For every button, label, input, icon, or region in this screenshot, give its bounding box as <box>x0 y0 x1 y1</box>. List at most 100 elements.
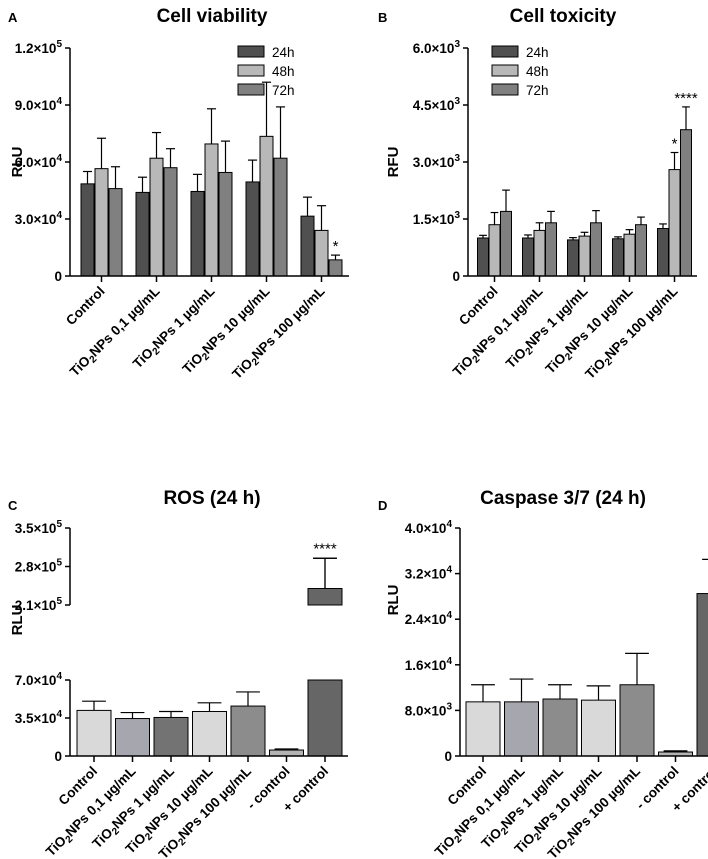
y-axis-label: RLU <box>9 147 26 178</box>
y-tick-label: 4.5×103 <box>413 96 461 113</box>
bar-48h <box>668 169 681 277</box>
category-label: Control <box>456 284 501 329</box>
chart-title: ROS (24 h) <box>163 488 260 509</box>
bar-48h <box>623 233 636 277</box>
y-tick-label: 7.0×104 <box>15 671 63 688</box>
y-tick-label: 2.4×104 <box>405 610 453 627</box>
chart-panel-d: D Caspase 3/7 (24 h) RLU 0 8.0×103 1.6×104 2.4… <box>378 488 708 859</box>
y-tick-label: 3.2×104 <box>405 565 453 582</box>
chart-title: Caspase 3/7 (24 h) <box>480 488 646 509</box>
y-axis: RLU 0 3.0×104 6.0×104 9.0×104 1.2×105 <box>9 39 71 284</box>
bar-24h <box>657 228 669 277</box>
bar-24h <box>612 238 624 277</box>
significance-marker: **** <box>674 90 698 107</box>
y-axis-label: RFU <box>385 147 402 178</box>
y-tick-label: 8.0×103 <box>405 701 453 718</box>
bar-24h <box>567 239 579 277</box>
legend: 24h 48h 72h <box>237 45 295 98</box>
legend-swatch <box>491 64 519 77</box>
panel-letter: B <box>378 10 387 25</box>
y-axis: RLU 0 8.0×103 1.6×104 2.4×104 3.2×104 4.0×104 <box>385 519 461 764</box>
bar <box>153 716 189 757</box>
y-tick-label: 3.5×105 <box>15 519 63 536</box>
bar-72h <box>218 171 233 277</box>
bar-72h <box>680 129 692 277</box>
chart-panel-a: A Cell viability RLU 0 3.0×104 6.0×104 9.0×104… <box>8 6 349 385</box>
bars <box>76 557 344 757</box>
y-tick-label: 6.0×104 <box>15 153 63 170</box>
category-label: TiO2NPs 100 µg/mL <box>229 284 330 385</box>
y-tick-label: 1.6×104 <box>405 656 453 673</box>
y-axis-label: RLU <box>385 585 402 616</box>
legend-label: 48h <box>526 64 549 79</box>
bars <box>465 558 708 757</box>
bar-24h <box>300 215 315 277</box>
y-tick-label: 2.8×105 <box>15 558 63 575</box>
category-label: TiO2NPs 100 µg/mL <box>582 284 683 385</box>
y-tick-label: 1.2×105 <box>15 39 63 56</box>
panel-letter: D <box>378 498 387 513</box>
bar <box>619 684 655 757</box>
significance-marker: * <box>672 136 678 153</box>
bar-24h <box>245 181 260 277</box>
legend-label: 48h <box>272 64 295 79</box>
y-tick-label: 0 <box>452 269 460 284</box>
bar <box>192 710 227 757</box>
legend-label: 24h <box>272 45 295 60</box>
bar <box>269 749 304 757</box>
y-axis: RLU 0 3.5×104 7.0×104 2.1×105 2.8×105 3.5×105 <box>9 519 71 764</box>
bar-72h <box>163 167 178 277</box>
legend: 24h 48h 72h <box>491 45 549 98</box>
bar <box>581 699 616 757</box>
y-tick-label: 9.0×104 <box>15 96 63 113</box>
bar-72h <box>328 259 343 277</box>
panel-letter: A <box>8 10 18 25</box>
bar-72h <box>273 157 288 277</box>
bar-lower-segment <box>307 679 343 757</box>
bar-upper-segment <box>307 588 343 606</box>
bar-48h <box>488 224 501 277</box>
y-tick-label: 4.0×104 <box>405 519 453 536</box>
y-axis: RFU 0 1.5×103 3.0×103 4.5×103 6.0×103 <box>385 39 469 284</box>
bar-72h <box>108 188 123 277</box>
bar <box>542 698 578 757</box>
legend-label: 72h <box>272 83 295 98</box>
y-axis-label: RLU <box>9 605 26 636</box>
y-tick-label: 0 <box>54 749 62 764</box>
y-tick-label: 0 <box>444 749 452 764</box>
panel-letter: C <box>8 498 18 513</box>
legend-swatch <box>237 45 265 58</box>
chart-panel-b: B Cell toxicity RFU 0 1.5×103 3.0×103 4.5×103 6… <box>378 6 698 385</box>
bar-48h <box>149 157 164 277</box>
y-tick-label: 0 <box>54 269 62 284</box>
legend-swatch <box>237 64 265 77</box>
bars <box>80 81 343 277</box>
legend-label: 24h <box>526 45 549 60</box>
category-label: Control <box>63 284 108 329</box>
legend-swatch <box>491 45 519 58</box>
bar <box>76 709 112 757</box>
bar <box>504 701 539 757</box>
bar-24h <box>477 237 489 277</box>
bar-72h <box>500 210 512 277</box>
significance-marker: **** <box>313 540 337 557</box>
bar-48h <box>314 229 329 277</box>
significance-marker: * <box>333 238 339 255</box>
bar <box>696 593 708 757</box>
bar-48h <box>204 143 219 277</box>
legend-swatch <box>491 83 519 96</box>
bar-72h <box>635 224 647 277</box>
bar-24h <box>135 191 150 277</box>
bar-72h <box>545 222 557 277</box>
bar-72h <box>590 222 602 277</box>
bar-48h <box>259 135 274 277</box>
bar-48h <box>533 229 546 277</box>
y-tick-label: 2.1×105 <box>15 596 63 613</box>
bar <box>465 701 501 757</box>
legend-swatch <box>237 83 265 96</box>
